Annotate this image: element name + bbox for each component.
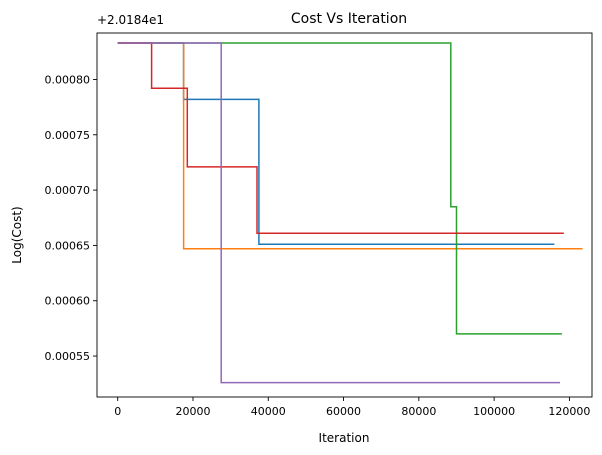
y-axis-label: Log(Cost) xyxy=(10,206,24,263)
x-tick-label: 0 xyxy=(114,405,121,418)
x-tick-label: 20000 xyxy=(175,405,210,418)
chart-title: Cost Vs Iteration xyxy=(291,11,407,27)
y-tick-label: 0.00080 xyxy=(45,73,91,86)
x-tick-label: 120000 xyxy=(548,405,590,418)
plot-area-frame xyxy=(96,32,593,398)
x-tick-label: 60000 xyxy=(326,405,361,418)
y-tick-label: 0.00060 xyxy=(45,295,91,308)
x-tick-label: 40000 xyxy=(251,405,286,418)
ticks-layer: 0 20000 40000 60000 80000 100000 120000 0.00055… xyxy=(45,73,591,418)
series-line-3 xyxy=(117,42,562,335)
series-line-5 xyxy=(117,42,560,384)
x-axis-label: Iteration xyxy=(319,431,370,445)
x-tick-label: 80000 xyxy=(401,405,436,418)
y-tick-label: 0.00065 xyxy=(45,239,91,252)
x-tick-label: 100000 xyxy=(473,405,515,418)
y-tick-label: 0.00055 xyxy=(45,350,91,363)
series-line-4 xyxy=(117,42,564,235)
y-tick-label: 0.00075 xyxy=(45,129,91,142)
series-layer xyxy=(117,42,583,384)
y-offset-label: +2.0184e1 xyxy=(97,13,164,27)
y-tick-label: 0.00070 xyxy=(45,184,91,197)
